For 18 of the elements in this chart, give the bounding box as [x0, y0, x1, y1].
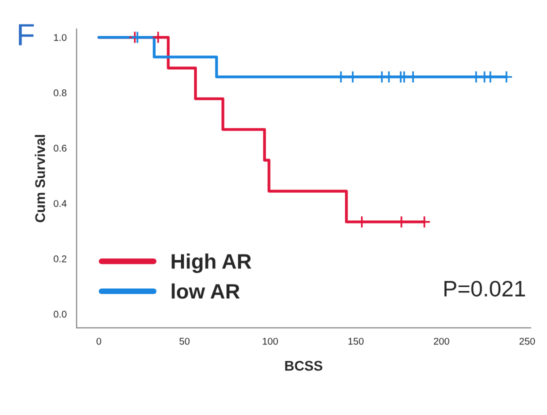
- x-axis-title: BCSS: [285, 360, 322, 371]
- y-tick-label: 0.0: [54, 310, 66, 318]
- legend-label: low AR: [172, 283, 240, 299]
- legend-label: High AR: [172, 254, 252, 274]
- annotation: P=0.021: [444, 280, 525, 297]
- x-tick-label: 150: [348, 338, 364, 345]
- y-tick-label: 0.6: [54, 144, 66, 152]
- y-tick-label: 1.0: [54, 34, 66, 41]
- x-tick-label: 100: [262, 338, 278, 345]
- x-tick-label: 250: [520, 338, 535, 345]
- y-tick-label: 0.4: [54, 200, 67, 207]
- x-tick-label: 50: [179, 338, 190, 345]
- y-axis-title: Cum Survival: [34, 135, 46, 222]
- y-tick-label: 0.8: [54, 89, 66, 96]
- x-tick-label: 0: [96, 338, 102, 345]
- y-tick-label: 0.2: [54, 255, 66, 262]
- chart-title: F: [18, 24, 34, 46]
- x-tick-label: 200: [434, 338, 450, 345]
